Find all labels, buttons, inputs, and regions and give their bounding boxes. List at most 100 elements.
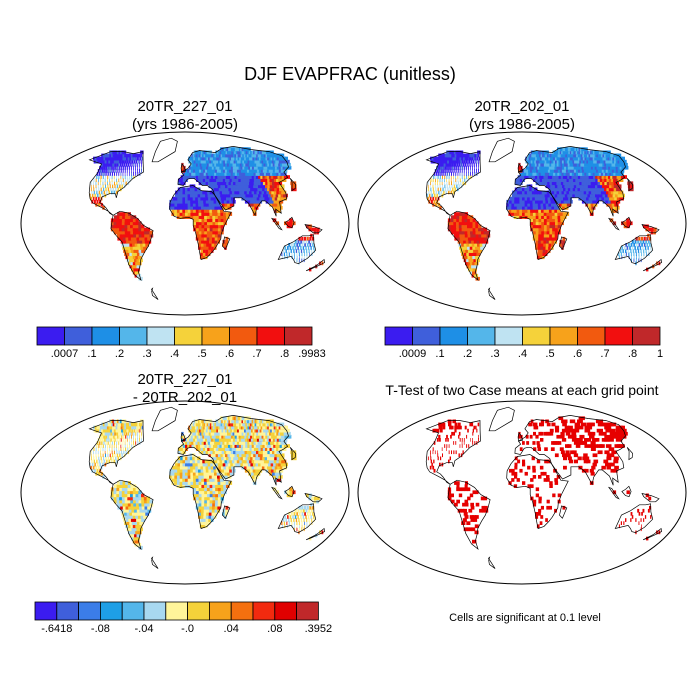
colorbar-swatch [522,326,551,346]
colorbar-tick-label: .4 [170,348,179,360]
coastlines [88,137,325,300]
colorbar-swatch [208,601,232,621]
colorbar-svg: .0007 .1 .2 .3 .4 .5 .6 .7 .8 .9983 [36,326,326,360]
colorbar-tick-label: .7 [600,348,609,360]
coastline-antarctica_p [488,556,496,569]
coastline-africa [506,454,569,529]
map-field-cells [89,416,324,550]
coastline-africa [506,185,569,260]
coastline-greenland [488,137,515,163]
coastline-uk [517,163,524,173]
coastline-samerica [110,479,154,550]
colorbar-swatch [143,601,167,621]
colorbar-tick-label: -.0 [181,623,194,635]
colorbar-swatch [119,326,148,346]
colorbar-swatch [91,326,120,346]
colorbar-swatch [494,326,523,346]
coastline-borneo [621,216,632,229]
map-svg [357,131,687,316]
colorbar-tick-label: .6 [573,348,582,360]
colorbar-swatch [121,601,145,621]
colorbar-swatch [78,601,101,621]
coastline-borneo [284,216,295,229]
coastline-australia [277,234,317,264]
coastline-namerica [88,151,144,216]
coastlines [425,406,662,569]
colorbar-tick-label: -.6418 [41,623,72,635]
colorbar-case2: .0009 .1 .2 .3 .4 .5 .6 .7 .8 1 [384,326,700,365]
coastline-uk [180,163,187,173]
coastline-eurasia [177,415,289,486]
coastline-uk [180,432,187,442]
coastline-sumatra [607,486,620,500]
coastline-newguinea [304,492,323,503]
coastline-samerica [447,210,491,281]
map-svg [357,400,687,585]
colorbar-swatch [230,601,254,621]
colorbar-swatch [174,326,203,346]
colorbar-tick-label: .3 [490,348,499,360]
colorbar-tick-label: .1 [87,348,96,360]
colorbar-svg: .0009 .1 .2 .3 .4 .5 .6 .7 .8 1 [384,326,663,360]
colorbar-tick-label: .04 [224,623,239,635]
panel-3-title-line1: 20TR_227_01 [137,371,233,388]
colorbar-swatch [256,326,285,346]
colorbar-tick-label: .5 [197,348,206,360]
colorbar-swatch [577,326,606,346]
colorbar-swatch [439,326,468,346]
coastline-africa [169,454,232,529]
coastline-japan [626,447,633,461]
colorbar-swatch [201,326,230,346]
coastline-antarctica_p [151,556,159,569]
coastline-madagascar [559,505,568,519]
colorbar-swatch [632,326,661,346]
coastline-japan [289,447,296,461]
colorbar-swatch [284,326,313,346]
map-border [20,131,350,316]
coastline-samerica [110,210,154,281]
colorbar-swatch [384,326,413,346]
colorbar-swatch [100,601,123,621]
colorbar-tick-label: .9983 [298,348,326,360]
panel-2-title-line1: 20TR_202_01 [474,98,570,115]
panel-1-title-line2: (yrs 1986-2005) [132,116,238,133]
colorbar-tick-label: .2 [463,348,472,360]
colorbar-tick-label: -.08 [91,623,110,635]
coastline-borneo [621,485,632,498]
colorbar-tick-label: .8 [280,348,289,360]
colorbar-tick-label: .08 [267,623,282,635]
figure-title: DJF EVAPFRAC (unitless) [244,64,456,84]
colorbar-tick-label: .0009 [399,348,427,360]
colorbar-swatch [36,326,65,346]
coastline-nz [305,527,325,541]
coastline-nz [642,527,662,541]
colorbar-swatch [604,326,633,346]
colorbar-swatch [274,601,298,621]
coastline-borneo [284,485,295,498]
map-svg [20,131,350,316]
coastline-eurasia [177,146,289,217]
coastline-eurasia [514,146,626,217]
colorbar-difference: -.6418 -.08 -.04 -.0 .04 .08 .3952 [34,601,358,640]
coastline-eurasia [514,415,626,486]
coastline-sumatra [270,486,283,500]
coastline-antarctica_p [151,287,159,300]
coastlines [425,137,662,300]
coastline-greenland [151,137,178,163]
coastline-antarctica_p [488,287,496,300]
coastline-nz [305,258,325,272]
colorbar-tick-label: .5 [545,348,554,360]
coastline-madagascar [559,236,568,250]
coastline-australia [277,503,317,533]
coastlines [88,406,325,569]
coastline-greenland [151,406,178,432]
coastline-nz [642,258,662,272]
colorbar-tick-label: .2 [115,348,124,360]
colorbar-tick-label: .7 [252,348,261,360]
map-field-cells [427,416,661,544]
coastline-namerica [425,420,481,485]
map-svg [20,400,350,585]
colorbar-tick-label: .3952 [305,623,333,635]
coastline-newguinea [304,223,323,234]
coastline-uk [517,432,524,442]
